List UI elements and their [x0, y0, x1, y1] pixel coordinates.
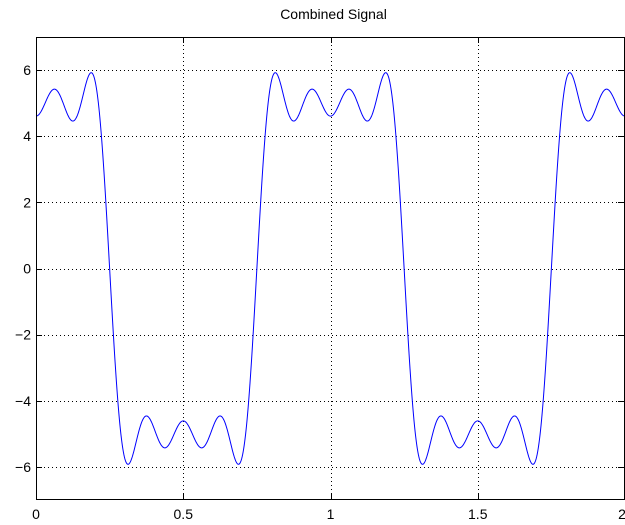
tick-labels: 0 0.5 1 1.5 2 −6 −4 −2 0 2 4 6 — [15, 62, 625, 522]
chart-title: Combined Signal — [280, 6, 387, 22]
y-tick-label: −6 — [15, 459, 31, 475]
y-tick-label: −2 — [15, 327, 31, 343]
tick-marks — [36, 37, 624, 500]
y-tick-label: −4 — [15, 393, 31, 409]
x-tick-label: 1.5 — [468, 506, 488, 522]
y-tick-label: 4 — [23, 128, 31, 144]
plot-area — [36, 37, 625, 500]
x-tick-label: 2 — [618, 506, 625, 522]
y-tick-label: 6 — [23, 62, 31, 78]
x-tick-label: 1 — [327, 506, 335, 522]
x-tick-label: 0.5 — [174, 506, 194, 522]
x-tick-label: 0 — [32, 506, 40, 522]
y-tick-label: 2 — [23, 194, 31, 210]
y-tick-label: 0 — [23, 261, 31, 277]
series-line — [35, 72, 625, 465]
